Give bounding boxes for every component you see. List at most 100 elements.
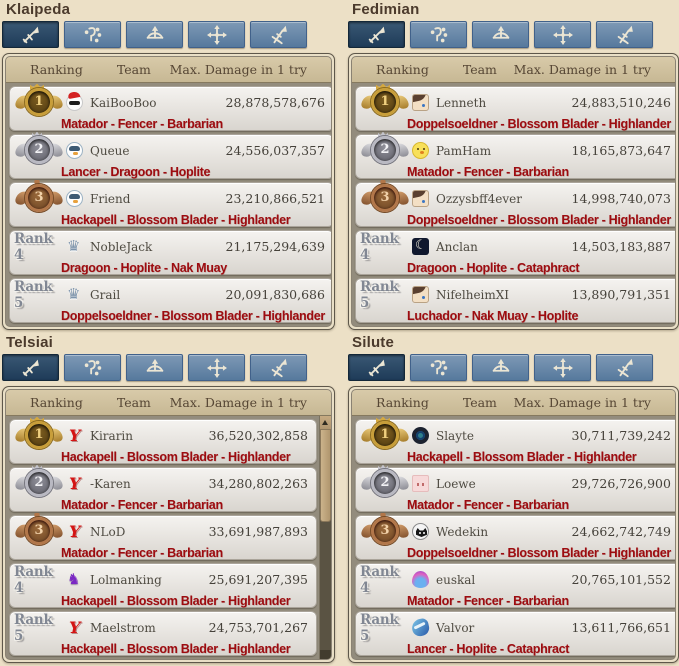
rank-slot: 3 [360,179,410,214]
damage-value: 24,753,701,267 [208,620,308,635]
rank-badge: Rank 4 [360,563,399,596]
class-build: Hackapell - Blossom Blader - Highlander [407,450,637,464]
team-name: Valvor [436,620,475,635]
ranking-row[interactable]: 3 Wedekin 24,662,742,749 Doppelsoeldner … [355,512,675,560]
ranking-row[interactable]: 3 Friend 23,210,866,521 Hackapell - Blos… [9,179,331,227]
tab-sword[interactable] [348,21,405,48]
ranking-row[interactable]: 1 KaiBooBoo 28,878,578,676 Matador - Fen… [9,83,331,131]
ranking-row[interactable]: Rank 5 Maelstrom 24,753,701,267 Hackapel… [9,611,317,656]
damage-value: 24,883,510,246 [571,95,671,110]
tab-dagger[interactable] [250,21,307,48]
table-header: Ranking Team Max. Damage in 1 try [6,390,331,416]
rank-slot: 2 [360,131,410,165]
server-panel: Klaipeda Ranking Team Max. Damage in 1 t… [2,1,335,330]
rank-slot: 2 [14,131,64,165]
class-build: Dragoon - Hoplite - Nak Muay [61,261,227,275]
tab-sword[interactable] [348,354,405,381]
class-tab-bar [2,354,335,381]
tab-cross[interactable] [534,21,591,48]
ranking-row[interactable]: Rank 4 Lolmanking 25,691,207,395 Hackape… [9,563,317,608]
server-panel: Silute Ranking Team Max. Damage in 1 try… [348,334,679,663]
crossed-daggers-icon [268,24,290,46]
tab-magic[interactable] [410,21,467,48]
col-max-damage: Max. Damage in 1 try [513,395,651,410]
team-name: -Karen [90,476,131,491]
ranking-row[interactable]: 3 NLoD 33,691,987,893 Matador - Fencer -… [9,512,317,560]
server-title: Fedimian [352,1,420,18]
bow-icon [144,357,166,379]
ranking-row[interactable]: Rank 5 Valvor 13,611,766,651 Lancer - Ho… [355,611,675,656]
ranking-row[interactable]: 2 -Karen 34,280,802,263 Matador - Fencer… [9,464,317,512]
magic-staff-icon [428,357,450,379]
chick-avatar [412,142,429,159]
tab-sword[interactable] [2,21,59,48]
tab-dagger[interactable] [596,21,653,48]
tab-cross[interactable] [534,354,591,381]
col-team: Team [116,395,151,410]
red-emblem-avatar [66,619,83,636]
col-team: Team [116,62,151,77]
damage-value: 30,711,739,242 [571,428,671,443]
tab-dagger[interactable] [596,354,653,381]
rank-badge: Rank 5 [14,611,53,644]
anime-avatar [412,190,429,207]
col-max-damage: Max. Damage in 1 try [169,62,307,77]
ranking-row[interactable]: Rank 5 Grail 20,091,830,686 Doppelsoeldn… [9,278,331,323]
tab-bow[interactable] [472,354,529,381]
tab-dagger[interactable] [250,354,307,381]
tab-magic[interactable] [64,21,121,48]
class-build: Doppelsoeldner - Blossom Blader - Highla… [407,213,671,227]
ranking-row[interactable]: 1 Kirarin 36,520,302,858 Hackapell - Blo… [9,416,317,464]
ranking-row[interactable]: 2 Queue 24,556,037,357 Lancer - Dragoon … [9,131,331,179]
wave-bird-avatar [410,617,431,638]
ranking-row[interactable]: Rank 4 euskal 20,765,101,552 Matador - F… [355,563,675,608]
tab-bow[interactable] [126,354,183,381]
ranking-rows: 1 Lenneth 24,883,510,246 Doppelsoeldner … [352,83,675,326]
team-name: Wedekin [436,524,489,539]
tab-cross[interactable] [188,21,245,48]
rank-slot: Rank 5 [14,611,64,644]
red-emblem-avatar [66,427,83,444]
team-name: euskal [436,572,476,587]
sword-icon [20,24,42,46]
scrollbar[interactable] [319,416,331,659]
rank-slot: 1 [14,83,64,117]
rank-1-medal: 1 [360,416,410,451]
bow-icon [144,24,166,46]
sword-icon [366,357,388,379]
col-team: Team [462,395,497,410]
ranking-row[interactable]: 2 PamHam 18,165,873,647 Matador - Fencer… [355,131,675,179]
ranking-board: Ranking Team Max. Damage in 1 try 1 Kira… [2,386,335,663]
rank-badge: Rank 4 [360,230,399,263]
rank-slot: Rank 4 [14,231,64,263]
table-header: Ranking Team Max. Damage in 1 try [6,57,331,83]
ranking-rows: 1 Kirarin 36,520,302,858 Hackapell - Blo… [6,416,319,659]
scroll-up-button[interactable] [320,416,331,430]
rank-slot: Rank 4 [360,563,410,596]
tab-bow[interactable] [472,21,529,48]
class-build: Matador - Fencer - Barbarian [407,165,569,179]
tab-sword[interactable] [2,354,59,381]
ranking-row[interactable]: 3 Ozzysbff4ever 14,998,740,073 Doppelsoe… [355,179,675,227]
tab-bow[interactable] [126,21,183,48]
ranking-row[interactable]: 1 Slayte 30,711,739,242 Hackapell - Blos… [355,416,675,464]
rank-3-medal: 3 [360,179,410,214]
penguin-avatar [66,190,83,207]
tab-cross[interactable] [188,354,245,381]
scrollbar-thumb[interactable] [320,430,331,522]
ranking-row[interactable]: 1 Lenneth 24,883,510,246 Doppelsoeldner … [355,83,675,131]
class-build: Doppelsoeldner - Blossom Blader - Highla… [407,546,671,560]
dark-shield-avatar [412,427,429,444]
tab-magic[interactable] [64,354,121,381]
sword-icon [366,24,388,46]
tab-magic[interactable] [410,354,467,381]
scroll-down-button[interactable] [320,650,331,659]
team-name: PamHam [436,143,492,158]
ranking-row[interactable]: 2 Loewe 29,726,726,900 Matador - Fencer … [355,464,675,512]
ranking-row[interactable]: Rank 5 NifelheimXI 13,890,791,351 Luchad… [355,278,675,323]
ranking-row[interactable]: Rank 4 NobleJack 21,175,294,639 Dragoon … [9,230,331,275]
team-name: Lolmanking [90,572,162,587]
ranking-row[interactable]: Rank 4 Anclan 14,503,183,887 Dragoon - H… [355,230,675,275]
damage-value: 20,091,830,686 [225,287,325,302]
ranking-rows: 1 KaiBooBoo 28,878,578,676 Matador - Fen… [6,83,331,326]
